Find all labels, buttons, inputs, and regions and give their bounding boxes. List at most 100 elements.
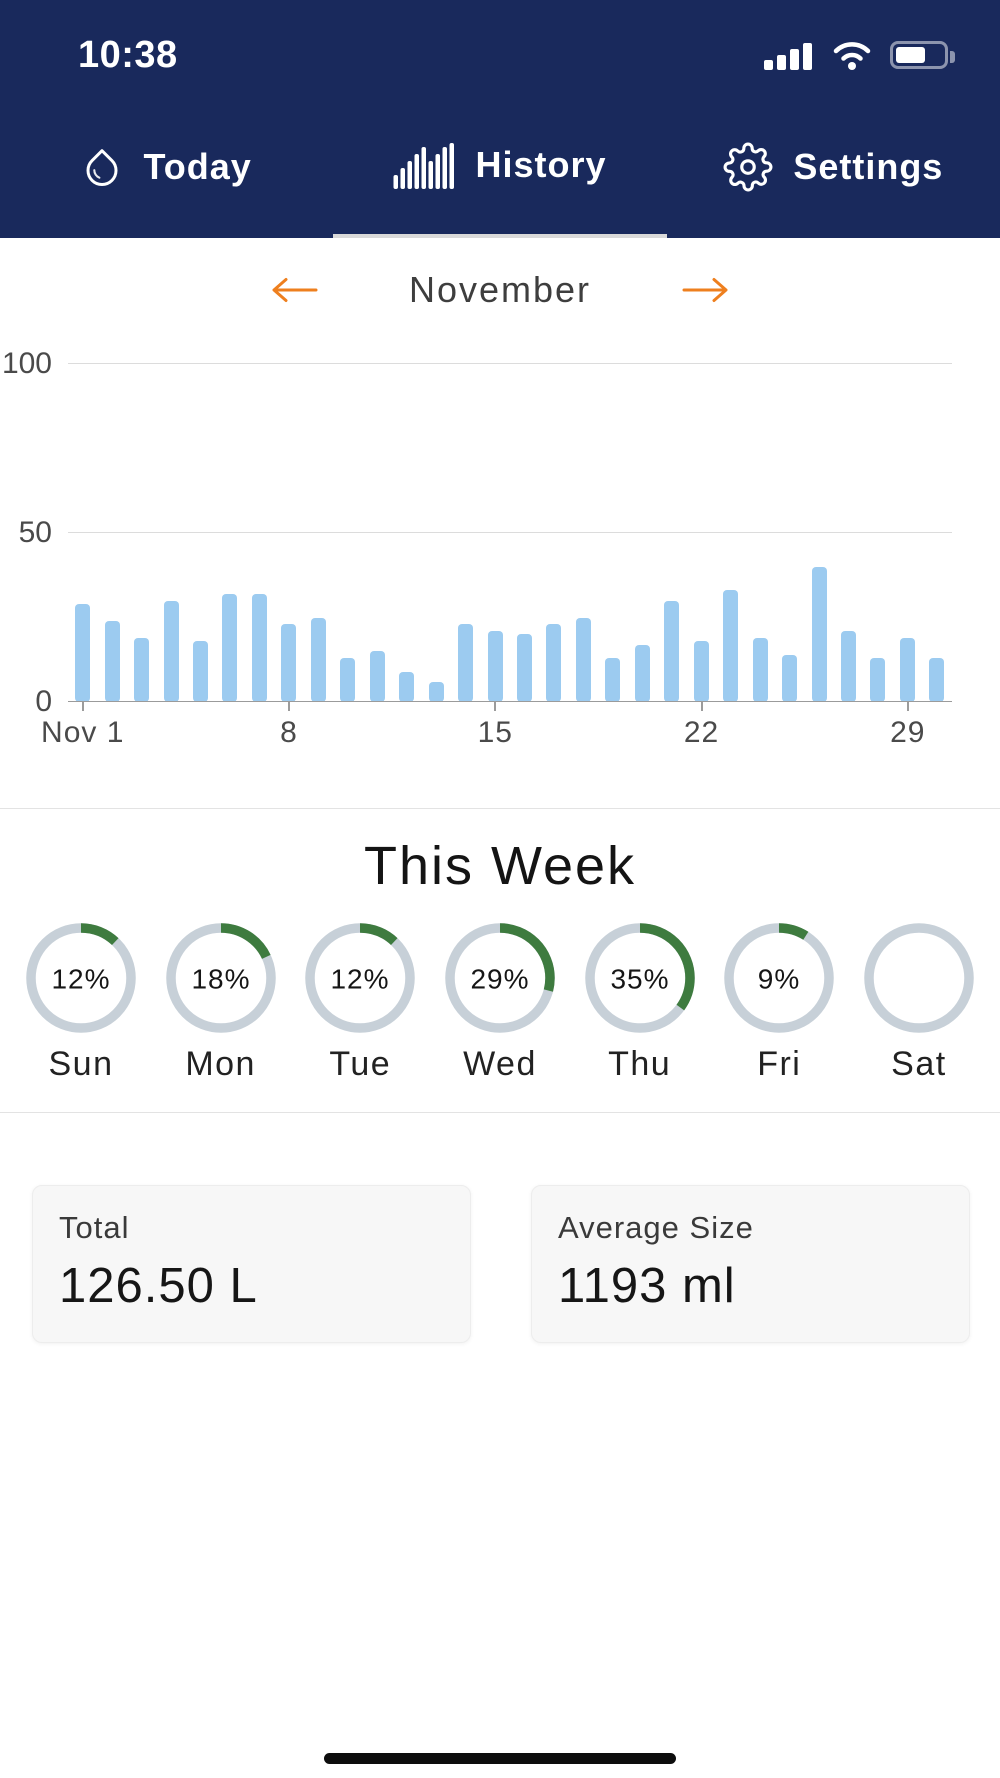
- chart-bar-day-7: [251, 593, 267, 702]
- progress-ring: 12%: [305, 923, 416, 1033]
- status-time: 10:38: [78, 33, 178, 76]
- svg-text:12%: 12%: [331, 964, 390, 995]
- stats-cards: Total 126.50 L Average Size 1193 ml: [0, 1113, 1000, 1343]
- progress-ring: 35%: [584, 923, 695, 1033]
- chart-bar-day-23: [723, 590, 739, 702]
- total-card: Total 126.50 L: [32, 1185, 471, 1343]
- chart-bar-day-20: [634, 644, 650, 702]
- progress-ring: [864, 923, 974, 1033]
- chart-bar-day-22: [693, 641, 709, 702]
- bar-chart-icon: [393, 143, 455, 189]
- chart-bar-day-18: [575, 617, 591, 702]
- day-ring-sat: Sat: [862, 921, 976, 1084]
- x-axis-tick-label: 8: [280, 716, 298, 749]
- day-ring-sun: 12% Sun: [24, 921, 138, 1084]
- prev-month-button[interactable]: [268, 274, 320, 306]
- svg-text:9%: 9%: [758, 964, 800, 995]
- svg-text:12%: 12%: [51, 964, 110, 995]
- gridline: [68, 363, 952, 364]
- chart-bar-day-25: [782, 654, 798, 702]
- y-axis-tick-label: 50: [18, 516, 52, 549]
- chart-x-axis: Nov 1 8 15 22 29: [41, 702, 952, 758]
- x-axis-tick: [81, 702, 84, 711]
- home-indicator[interactable]: [324, 1753, 676, 1764]
- svg-text:18%: 18%: [191, 964, 250, 995]
- tab-history[interactable]: History: [333, 96, 667, 238]
- chart-bar-day-30: [929, 658, 945, 702]
- average-size-value: 1193 ml: [558, 1259, 736, 1313]
- day-ring-mon: 18% Mon: [164, 921, 278, 1084]
- chart-bar-day-24: [752, 637, 768, 702]
- day-label: Sun: [48, 1045, 114, 1083]
- average-size-label: Average Size: [558, 1210, 754, 1245]
- day-label: Mon: [185, 1045, 256, 1083]
- day-label: Wed: [463, 1045, 537, 1083]
- tab-today[interactable]: Today: [0, 96, 333, 238]
- tab-today-label: Today: [143, 146, 252, 187]
- gear-icon: [723, 142, 773, 192]
- x-axis-tick: [906, 702, 909, 711]
- tab-settings[interactable]: Settings: [667, 96, 1000, 238]
- progress-ring: 9%: [724, 923, 835, 1033]
- chart-bar-day-4: [163, 600, 179, 702]
- chart-plot-area: 0 50 100: [2, 347, 952, 718]
- chart-bar-day-3: [134, 637, 150, 702]
- chart-bar-day-11: [369, 651, 385, 702]
- wifi-icon: [833, 42, 871, 70]
- this-week-title: This Week: [363, 836, 637, 896]
- x-axis-tick-label: 29: [890, 716, 926, 749]
- monthly-bar-chart: 0 50 100 Nov 1 8 15 22 29: [2, 347, 952, 758]
- progress-ring: 18%: [165, 923, 276, 1033]
- weekly-progress-rings: 12% Sun 18% Mon 12% Tue 29% Wed 35% Thu 9% Fri Sat: [0, 921, 1000, 1084]
- day-label: Tue: [329, 1045, 392, 1083]
- chart-bars: [68, 364, 952, 702]
- next-month-button[interactable]: [680, 274, 732, 306]
- svg-text:35%: 35%: [610, 964, 669, 995]
- chart-bar-day-14: [458, 624, 474, 702]
- x-axis-tick-label: 22: [683, 716, 720, 749]
- chart-bar-day-9: [310, 617, 326, 702]
- chart-bar-day-19: [605, 658, 621, 702]
- day-ring-wed: 29% Wed: [443, 921, 557, 1084]
- progress-ring: 29%: [445, 923, 555, 1033]
- day-ring-fri: 9% Fri: [722, 921, 836, 1084]
- total-value: 126.50 L: [59, 1259, 258, 1313]
- arrow-left-icon: [272, 278, 318, 302]
- x-axis-tick: [494, 702, 497, 711]
- status-icons: [764, 39, 955, 71]
- chart-bar-day-2: [104, 620, 120, 702]
- chart-bar-day-6: [222, 593, 238, 702]
- status-bar: 10:38: [0, 0, 1000, 96]
- month-navigation: November: [0, 238, 1000, 342]
- section-divider: [0, 808, 1000, 809]
- chart-bar-day-28: [870, 658, 886, 702]
- chart-bar-day-13: [428, 681, 444, 702]
- x-axis-tick: [700, 702, 703, 711]
- x-axis-tick-label: 15: [477, 716, 513, 749]
- gridline: [68, 532, 952, 533]
- day-label: Thu: [608, 1045, 672, 1083]
- progress-ring: 12%: [26, 923, 136, 1033]
- chart-bar-day-1: [75, 603, 91, 702]
- y-axis-tick-label: 100: [1, 347, 52, 380]
- water-drop-icon: [87, 149, 118, 186]
- battery-fill: [896, 47, 926, 63]
- chart-bar-day-10: [340, 658, 356, 702]
- tab-history-label: History: [475, 144, 607, 185]
- day-ring-thu: 35% Thu: [583, 921, 697, 1084]
- month-label: November: [408, 269, 592, 310]
- chart-bar-day-15: [487, 631, 503, 702]
- chart-bar-day-26: [811, 566, 827, 702]
- y-axis-tick-label: 0: [35, 685, 52, 718]
- x-axis-tick: [288, 702, 290, 711]
- section-divider: [0, 1112, 1000, 1113]
- this-week-section: This Week 12% Sun 18% Mon 12% Tue 29% Wed 35% Thu…: [0, 835, 1000, 1084]
- svg-text:29%: 29%: [470, 964, 529, 995]
- chart-bar-day-29: [899, 637, 915, 702]
- x-axis-tick-label: Nov 1: [41, 716, 125, 749]
- day-label: Fri: [757, 1045, 802, 1083]
- chart-bar-day-17: [546, 624, 562, 702]
- gridline: [68, 701, 952, 702]
- tab-settings-label: Settings: [793, 146, 944, 187]
- day-label: Sat: [891, 1045, 947, 1083]
